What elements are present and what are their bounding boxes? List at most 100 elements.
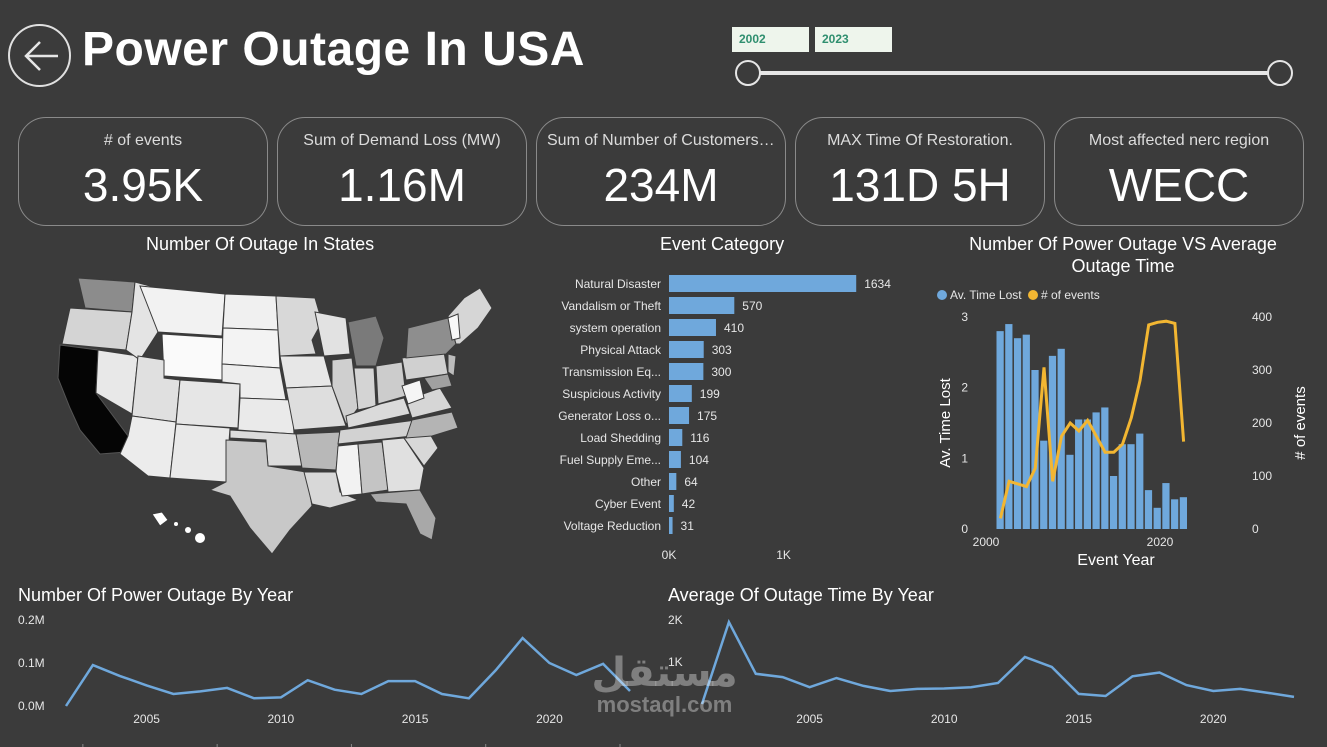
kpi-label: # of events	[103, 132, 183, 149]
x-axis-label: Event Year	[1077, 552, 1155, 569]
x-tick-label: 1K	[776, 548, 791, 562]
state-montana[interactable]	[139, 285, 226, 337]
avg-time-bar	[1083, 419, 1091, 529]
outage-vs-time-svg: Av. Time Lost # of events 0 1 2 3 0 100 200 300 40…	[937, 288, 1309, 569]
category-bar	[669, 473, 677, 490]
category-bar	[669, 341, 704, 358]
kpi-value: 1.16M	[338, 159, 466, 211]
state-virginia[interactable]	[405, 387, 453, 419]
state-wyoming[interactable]	[161, 333, 225, 381]
avg-time-bar	[1153, 507, 1161, 529]
category-bar	[669, 297, 735, 314]
x-tick-label: 2020	[536, 712, 563, 726]
watermark: مستقل mostaql.com	[582, 650, 747, 735]
avg-time-bar	[1092, 412, 1100, 529]
outage-by-year-title: Number Of Power Outage By Year	[18, 585, 294, 605]
outage-time-by-year-title: Average Of Outage Time By Year	[668, 585, 934, 605]
state-washington[interactable]	[77, 277, 136, 313]
y-tick-label: 1K	[668, 655, 683, 669]
us-states-map[interactable]	[40, 268, 510, 558]
year-slider-track[interactable]	[748, 71, 1280, 75]
year-start-input[interactable]: 2002	[732, 27, 809, 52]
category-value-label: 116	[690, 431, 709, 445]
state-arkansas[interactable]	[295, 431, 341, 471]
state-maryland[interactable]	[423, 373, 453, 391]
category-value-label: 42	[682, 497, 696, 511]
year-slider-start-handle[interactable]	[735, 60, 761, 86]
kpi-label: Most affected nerc region	[1088, 132, 1270, 149]
x-tick-label: 2020	[1200, 712, 1227, 726]
kpi-card-events: # of events 3.95K	[18, 117, 268, 226]
category-value-label: 410	[724, 321, 744, 335]
category-bar	[669, 451, 681, 468]
avg-time-bar	[1136, 433, 1144, 529]
state-hawaii-island[interactable]	[185, 527, 191, 533]
category-bar	[669, 407, 690, 424]
state-new-mexico[interactable]	[169, 423, 231, 483]
x-tick-label: 0K	[662, 548, 677, 562]
avg-time-bar	[1118, 444, 1126, 529]
year-end-input[interactable]: 2023	[815, 27, 892, 52]
legend-dot-events	[1028, 290, 1038, 300]
x-tick-label: 2015	[1065, 712, 1092, 726]
state-north-dakota[interactable]	[222, 293, 279, 331]
us-map-svg[interactable]	[40, 268, 510, 558]
map-title: Number Of Outage In States	[146, 234, 375, 254]
category-bar	[669, 275, 857, 292]
state-minnesota[interactable]	[275, 295, 323, 357]
state-oregon[interactable]	[61, 307, 133, 351]
state-new-york[interactable]	[405, 317, 457, 359]
state-florida[interactable]	[369, 489, 437, 541]
kpi-value: 3.95K	[82, 159, 204, 211]
category-label: Suspicious Activity	[562, 387, 661, 401]
state-michigan[interactable]	[347, 315, 385, 367]
state-missouri[interactable]	[285, 385, 347, 431]
state-new-jersey[interactable]	[447, 353, 457, 377]
state-iowa[interactable]	[279, 355, 333, 389]
category-bar	[669, 385, 692, 402]
y-right-tick-label: 400	[1252, 310, 1272, 324]
x-tick-label: 2005	[133, 712, 160, 726]
state-vermont[interactable]	[447, 313, 461, 341]
kpi-label: Sum of Demand Loss (MW)	[303, 132, 501, 149]
category-value-label: 303	[712, 343, 732, 357]
outages-line	[64, 636, 631, 707]
state-colorado[interactable]	[175, 379, 241, 429]
state-indiana[interactable]	[353, 367, 377, 411]
category-label: Fuel Supply Eme...	[560, 453, 661, 467]
state-hawaii-island[interactable]	[174, 522, 178, 526]
x-tick-label: 2010	[268, 712, 295, 726]
year-slider-end-handle[interactable]	[1267, 60, 1293, 86]
combo-chart-title: Number Of Power Outage VS Average Outage…	[969, 234, 1277, 276]
kpi-value: 234M	[603, 159, 719, 211]
state-ohio[interactable]	[375, 361, 407, 405]
state-south-dakota[interactable]	[221, 327, 281, 369]
state-kentucky[interactable]	[345, 397, 411, 429]
category-label: Generator Loss o...	[558, 409, 661, 423]
outage-time-line	[700, 618, 1295, 705]
state-hawaii[interactable]	[195, 533, 205, 543]
category-label: Voltage Reduction	[564, 519, 661, 533]
avg-time-bar	[1101, 407, 1109, 529]
state-alaska[interactable]	[151, 511, 169, 527]
avg-time-bar	[1162, 483, 1170, 529]
state-wisconsin[interactable]	[314, 311, 351, 357]
page-title: Power Outage In USA	[82, 23, 585, 76]
x-tick-label: 2010	[931, 712, 958, 726]
state-north-carolina[interactable]	[405, 411, 459, 439]
category-label: Natural Disaster	[575, 277, 661, 291]
legend-dot-time-lost	[937, 290, 947, 300]
state-georgia[interactable]	[381, 437, 425, 493]
state-west-virginia[interactable]	[401, 379, 425, 405]
category-value-label: 64	[684, 475, 698, 489]
state-mississippi[interactable]	[335, 443, 363, 497]
back-button[interactable]	[8, 24, 71, 87]
state-texas[interactable]	[208, 439, 313, 555]
watermark-arabic: مستقل	[591, 650, 738, 696]
y-left-tick-label: 0	[961, 522, 968, 536]
kpi-label: MAX Time Of Restoration.	[827, 132, 1013, 149]
y-left-tick-label: 2	[961, 381, 968, 395]
state-kansas[interactable]	[237, 397, 295, 435]
state-arizona[interactable]	[119, 415, 177, 479]
y-right-axis-label: # of events	[1292, 386, 1309, 459]
